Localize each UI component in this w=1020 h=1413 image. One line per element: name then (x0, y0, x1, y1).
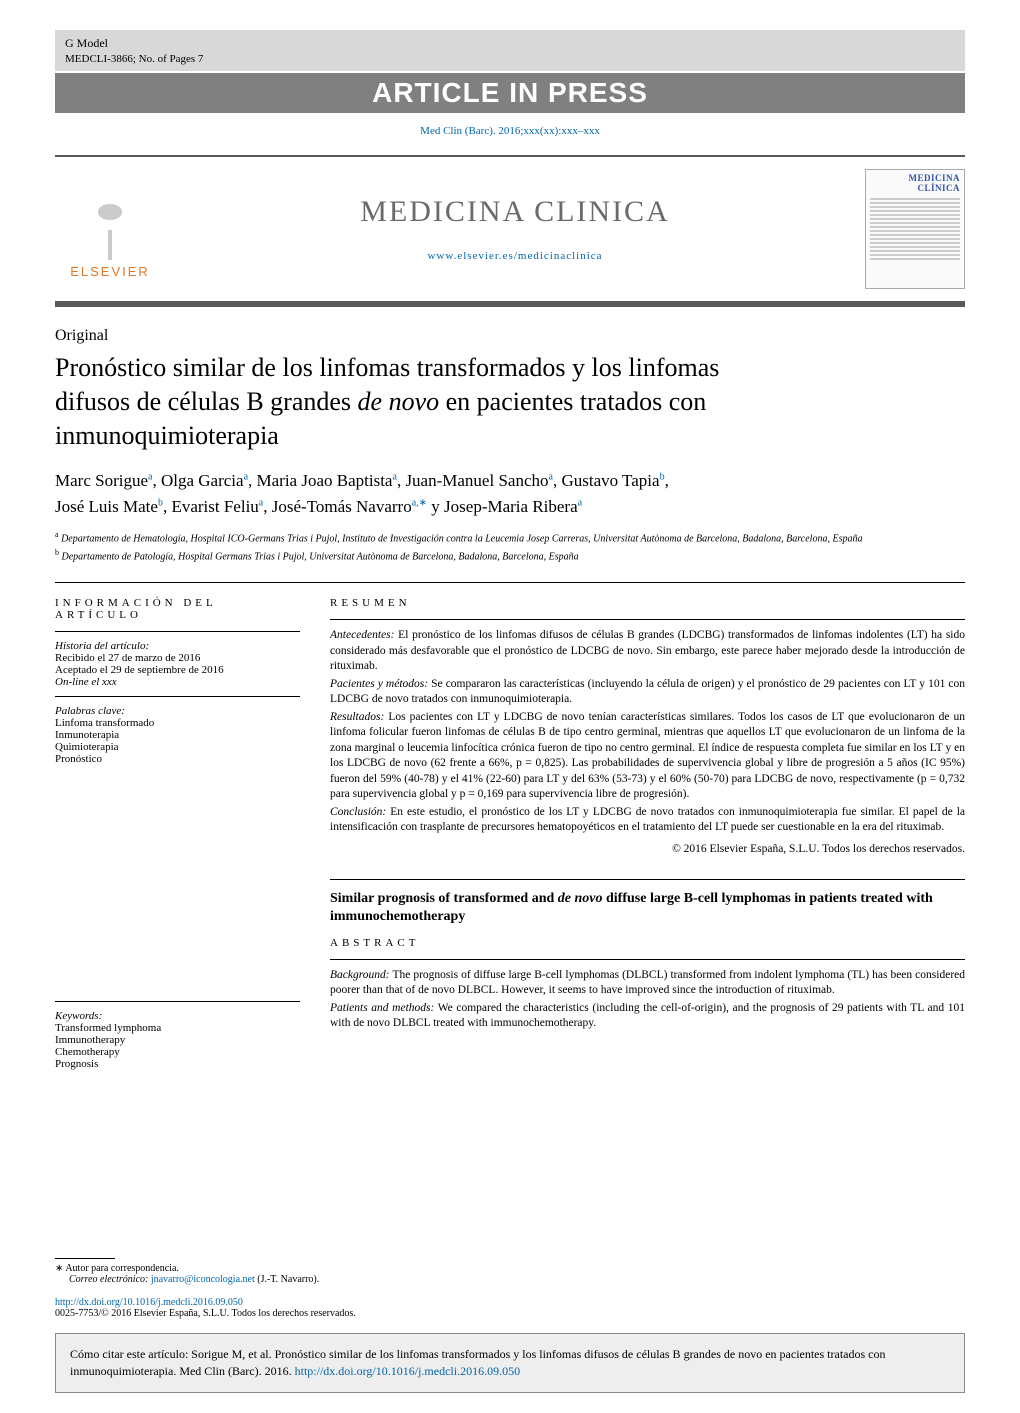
title-line2: difusos de células B grandes (55, 387, 358, 416)
info-heading: información del artículo (55, 597, 300, 621)
keyword-en: Transformed lymphoma (55, 1022, 300, 1034)
author-affil: b (660, 472, 665, 483)
citation-box: Cómo citar este artículo: Sorigue M, et … (55, 1333, 965, 1393)
author: Maria Joao Baptista (257, 471, 393, 490)
author: Juan-Manuel Sancho (405, 471, 548, 490)
article-info-sidebar: información del artículo Historia del ar… (55, 583, 300, 1078)
affiliations: a Departamento de Hematología, Hospital … (55, 529, 965, 564)
author-affil: a (148, 472, 152, 483)
author-affil: a (244, 472, 248, 483)
author: Evarist Feliu (171, 497, 258, 516)
abstract-column: resumen Antecedentes: El pronóstico de l… (330, 583, 965, 1078)
pacientes-label: Pacientes y métodos: (330, 678, 428, 690)
palabras-label: Palabras clave: (55, 705, 300, 717)
abstract-body: Background: The prognosis of diffuse lar… (330, 959, 965, 1032)
title-line4: inmunoquimioterapia (55, 421, 279, 450)
top-citation[interactable]: Med Clin (Barc). 2016;xxx(xx):xxx–xxx (55, 113, 965, 155)
background-label: Background: (330, 969, 390, 981)
history-label: Historia del artículo: (55, 640, 300, 652)
title-italic: de novo (358, 387, 440, 416)
elsevier-tree-icon (65, 180, 155, 260)
title-line3: en pacientes tratados con (439, 387, 706, 416)
article-in-press-banner: ARTICLE IN PRESS (55, 73, 965, 113)
antecedentes-label: Antecedentes: (330, 629, 395, 641)
author: Marc Sorigue (55, 471, 148, 490)
author-affil: a (549, 472, 553, 483)
background-text: The prognosis of diffuse large B-cell ly… (330, 969, 965, 997)
author-affil: a (259, 497, 263, 508)
author-affil: a (392, 472, 396, 483)
history-received: Recibido el 27 de marzo de 2016 (55, 652, 300, 664)
gmodel-line1: G Model (65, 36, 955, 51)
author: José Luis Mate (55, 497, 158, 516)
correspondence: ∗ Autor para correspondencia. (55, 1263, 965, 1274)
doi-link[interactable]: http://dx.doi.org/10.1016/j.medcli.2016.… (55, 1297, 243, 1308)
author-list: Marc Soriguea, Olga Garciaa, Maria Joao … (55, 468, 965, 519)
english-title: Similar prognosis of transformed and de … (330, 879, 965, 926)
author-affil: b (158, 497, 163, 508)
journal-title-block: MEDICINA CLINICA www.elsevier.es/medicin… (185, 195, 845, 263)
gmodel-line2: MEDCLI-3866; No. of Pages 7 (65, 53, 955, 65)
keywords-label: Keywords: (55, 1010, 300, 1022)
title-line1: Pronóstico similar de los linfomas trans… (55, 353, 719, 382)
journal-title: MEDICINA CLINICA (185, 195, 845, 229)
author: Gustavo Tapia (561, 471, 659, 490)
history-accepted: Aceptado el 29 de septiembre de 2016 (55, 664, 300, 676)
article-type: Original (55, 327, 965, 345)
english-title-1: Similar prognosis of transformed and (330, 891, 558, 906)
elsevier-logo: ELSEVIER (55, 174, 165, 284)
email-label: Correo electrónico: (69, 1274, 151, 1285)
gmodel-header: G Model MEDCLI-3866; No. of Pages 7 (55, 30, 965, 71)
author: Olga Garcia (161, 471, 244, 490)
copyright-es: © 2016 Elsevier España, S.L.U. Todos los… (330, 842, 965, 858)
antecedentes-text: El pronóstico de los linfomas difusos de… (330, 629, 965, 672)
email-suffix: (J.-T. Navarro). (255, 1274, 320, 1285)
elsevier-text: ELSEVIER (70, 264, 150, 279)
conclusion-text: En este estudio, el pronóstico de los LT… (330, 806, 965, 834)
author-affil: a (578, 497, 582, 508)
footer: ∗ Autor para correspondencia. Correo ele… (55, 1258, 965, 1319)
journal-cover-thumbnail: MEDICINA CLÍNICA (865, 169, 965, 289)
conclusion-label: Conclusión: (330, 806, 386, 818)
keyword-es: Inmunoterapia (55, 729, 300, 741)
resumen-body: Antecedentes: El pronóstico de los linfo… (330, 619, 965, 857)
patients-methods-label: Patients and methods: (330, 1002, 434, 1014)
journal-header: ELSEVIER MEDICINA CLINICA www.elsevier.e… (55, 155, 965, 307)
keyword-en: Immunotherapy (55, 1034, 300, 1046)
author: Josep-Maria Ribera (444, 497, 578, 516)
issn-line: 0025-7753/© 2016 Elsevier España, S.L.U.… (55, 1308, 356, 1319)
abstract-heading: abstract (330, 937, 965, 949)
keyword-en: Chemotherapy (55, 1046, 300, 1058)
keyword-en: Prognosis (55, 1058, 300, 1070)
affiliation-a: Departamento de Hematología, Hospital IC… (61, 534, 862, 545)
author-affil: a,∗ (412, 497, 427, 508)
cover-title: MEDICINA CLÍNICA (870, 174, 960, 194)
keyword-es: Pronóstico (55, 753, 300, 765)
author: José-Tomás Navarro (272, 497, 412, 516)
history-online: On-line el xxx (55, 676, 117, 688)
resultados-text: Los pacientes con LT y LDCBG de novo ten… (330, 711, 965, 801)
affiliation-b: Departamento de Patología, Hospital Germ… (62, 551, 579, 562)
english-title-italic: de novo (558, 891, 603, 906)
resultados-label: Resultados: (330, 711, 384, 723)
article-title: Pronóstico similar de los linfomas trans… (55, 351, 965, 452)
keyword-es: Quimioterapia (55, 741, 300, 753)
citation-doi-link[interactable]: http://dx.doi.org/10.1016/j.medcli.2016.… (295, 1364, 520, 1378)
resumen-heading: resumen (330, 597, 965, 609)
journal-url-link[interactable]: www.elsevier.es/medicinaclinica (427, 250, 602, 262)
keyword-es: Linfoma transformado (55, 717, 300, 729)
correspondence-email[interactable]: jnavarro@iconcologia.net (151, 1274, 255, 1285)
